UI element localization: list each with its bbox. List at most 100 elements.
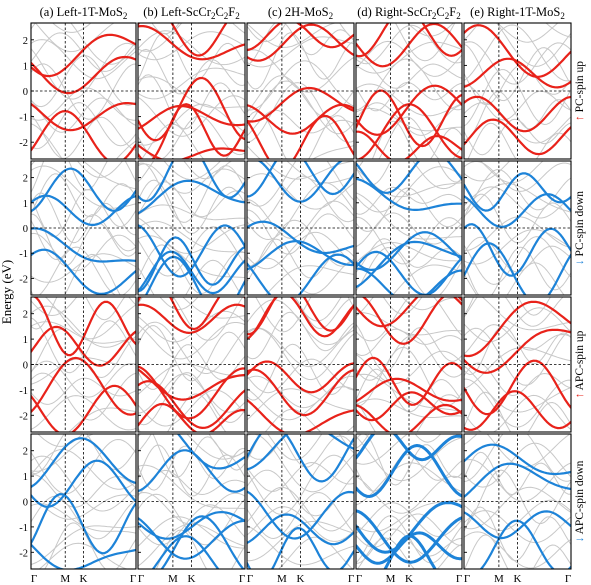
highlighted-band — [138, 224, 245, 278]
band-panel — [246, 22, 355, 160]
column-title: (b) Left-ScCr2C2F2 — [143, 5, 239, 21]
background-band — [356, 350, 462, 385]
highlighted-band — [138, 161, 245, 203]
x-tick-label: K — [80, 573, 88, 585]
highlighted-band — [247, 490, 354, 540]
highlighted-band — [247, 114, 354, 159]
highlighted-band — [356, 161, 462, 194]
background-band — [151, 23, 235, 35]
x-tick-label: M — [60, 573, 70, 585]
highlighted-band — [31, 459, 136, 508]
background-band — [464, 378, 571, 428]
background-band — [464, 23, 571, 41]
highlighted-band — [356, 177, 462, 211]
x-tick-label: Γ — [356, 573, 362, 585]
x-tick-label: Γ — [247, 573, 253, 585]
background-band — [356, 435, 462, 482]
highlighted-band — [356, 434, 462, 462]
background-band — [464, 531, 571, 569]
background-band — [480, 161, 544, 184]
background-band — [247, 434, 354, 493]
background-band — [138, 204, 245, 221]
x-tick-label: M — [494, 573, 504, 585]
highlighted-band — [247, 86, 354, 123]
y-axis-label: Energy (eV) — [0, 260, 14, 324]
y-tick-label: 1 — [23, 199, 28, 210]
x-tick-label: M — [168, 573, 178, 585]
highlighted-band — [247, 240, 354, 271]
background-band — [138, 74, 245, 130]
background-band — [464, 186, 571, 219]
background-band — [356, 161, 462, 190]
background-band — [247, 536, 354, 569]
x-tick-label: K — [188, 573, 196, 585]
background-band — [138, 321, 245, 374]
background-band — [138, 322, 245, 360]
band-panel — [463, 160, 572, 296]
background-band — [247, 434, 354, 468]
background-band — [31, 494, 136, 520]
background-band — [496, 23, 571, 67]
background-band — [356, 398, 462, 418]
band-panel: 2 1 0 -1 -2 — [19, 160, 137, 296]
highlighted-band — [138, 511, 245, 540]
y-tick-label: 0 — [23, 498, 28, 509]
highlighted-band — [356, 23, 462, 68]
background-band — [31, 123, 136, 159]
y-tick-label: 0 — [23, 224, 28, 235]
y-tick-label: 2 — [23, 447, 28, 458]
y-tick-label: -1 — [19, 386, 28, 397]
background-band — [31, 173, 136, 218]
highlighted-band — [247, 434, 354, 471]
background-band — [31, 317, 136, 374]
background-band — [138, 23, 245, 52]
highlighted-band — [138, 104, 245, 130]
y-tick-label: 2 — [23, 174, 28, 185]
background-band — [31, 23, 136, 65]
row-labels: ↑ PC-spin up ↓ PC-spin down ↑ APC-spin up ↓… — [574, 61, 586, 543]
column-title: (e) Right-1T-MoS2 — [470, 5, 565, 21]
background-band — [356, 238, 462, 273]
background-band — [464, 327, 571, 386]
background-band — [464, 451, 571, 496]
background-band — [247, 145, 354, 159]
column-title: (d) Right-ScCr2C2F2 — [357, 5, 460, 21]
row-label: ↑ APC-spin up — [574, 330, 586, 398]
column-title: (a) Left-1T-MoS2 — [40, 5, 128, 21]
y-tick-label: -2 — [19, 138, 28, 149]
background-band — [356, 328, 462, 356]
background-band — [464, 391, 571, 432]
band-panel — [463, 22, 572, 160]
band-panel — [246, 160, 355, 296]
background-band — [138, 220, 245, 254]
background-band — [31, 360, 136, 398]
background-band — [31, 213, 136, 267]
background-band — [247, 327, 354, 368]
background-band — [467, 122, 571, 159]
band-panel — [137, 160, 246, 296]
band-panel — [137, 22, 246, 160]
background-band — [264, 408, 354, 432]
x-tick-label: Γ — [130, 573, 136, 585]
x-tick-label: K — [297, 573, 305, 585]
highlighted-band — [356, 377, 462, 403]
y-tick-label: 2 — [23, 310, 28, 321]
highlighted-band — [356, 403, 462, 432]
background-band — [356, 186, 462, 215]
highlighted-band — [356, 23, 462, 58]
highlighted-band — [356, 130, 462, 159]
background-band — [31, 297, 136, 316]
highlighted-band — [247, 527, 354, 569]
band-panel: 2 1 0 -1 -2 Γ M K Γ — [19, 433, 137, 585]
background-band — [464, 161, 511, 182]
highlighted-band — [464, 95, 571, 133]
highlighted-band — [247, 161, 354, 198]
background-band — [31, 32, 136, 72]
band-panel: 2 1 0 -1 -2 — [19, 22, 137, 160]
background-band — [247, 182, 354, 240]
background-band — [38, 246, 136, 295]
background-band — [247, 388, 354, 421]
